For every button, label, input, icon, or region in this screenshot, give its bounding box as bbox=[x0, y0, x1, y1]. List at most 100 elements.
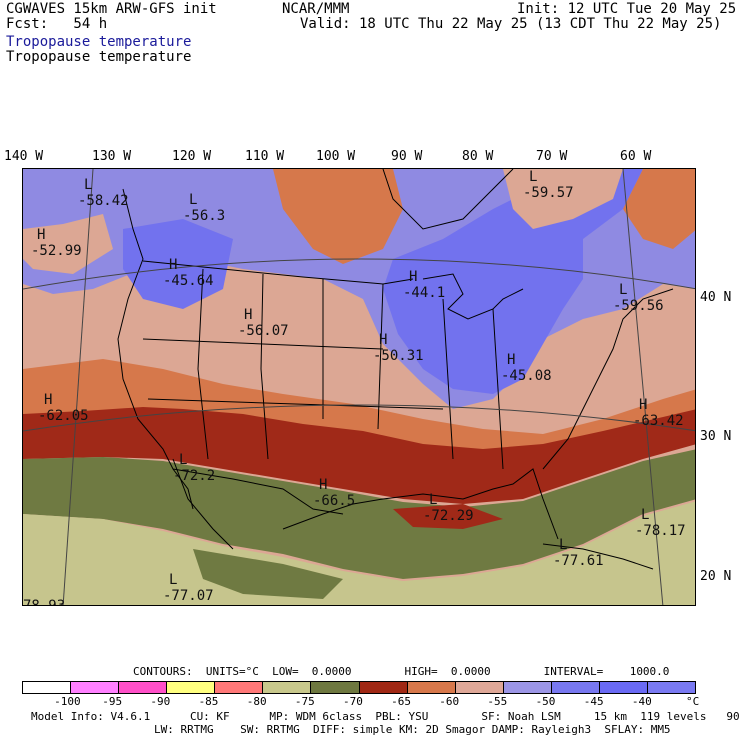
contours-info: CONTOURS: UNITS=°C LOW= 0.0000 HIGH= 0.0… bbox=[133, 665, 670, 678]
center-label: NCAR/MMM bbox=[282, 1, 350, 17]
state-line bbox=[442, 298, 454, 460]
colorbar bbox=[22, 681, 696, 694]
extremum-value: -78.17 bbox=[635, 523, 686, 539]
model-info: Model Info: V4.6.1 CU: KF MP: WDM 6class… bbox=[31, 710, 740, 723]
colorbar-tick-label: -60 bbox=[439, 695, 460, 708]
border-mexico bbox=[172, 468, 344, 515]
field-fill-blue bbox=[383, 169, 643, 394]
coastline-gulf bbox=[282, 468, 559, 540]
coastline-east bbox=[542, 288, 674, 470]
extremum-value: -59.57 bbox=[523, 185, 574, 201]
lat-line bbox=[23, 404, 695, 432]
field-title-secondary: Tropopause temperature bbox=[6, 49, 192, 65]
low-marker: L bbox=[179, 452, 187, 468]
physics-info: LW: RRTMG SW: RRTMG DIFF: simple KM: 2D … bbox=[154, 723, 671, 736]
lat-label: 20 N bbox=[700, 569, 732, 584]
colorbar-segment bbox=[359, 682, 408, 693]
extremum-value: -77.61 bbox=[553, 553, 604, 569]
high-marker: H bbox=[44, 392, 52, 408]
high-marker: H bbox=[319, 477, 327, 493]
field-fill-olive-blotch bbox=[193, 549, 343, 599]
colorbar-segment bbox=[263, 682, 312, 693]
high-marker: H bbox=[37, 227, 45, 243]
forecast-hour: Fcst: 54 h bbox=[6, 16, 108, 32]
extremum-value: -50.31 bbox=[373, 348, 424, 364]
colorbar-segment bbox=[23, 682, 72, 693]
lon-label: 60 W bbox=[620, 149, 652, 164]
high-marker: H bbox=[507, 352, 515, 368]
extremum-value: -45.64 bbox=[163, 273, 214, 289]
great-lakes bbox=[422, 273, 524, 320]
colorbar-tick-label: -65 bbox=[391, 695, 412, 708]
colorbar-segment bbox=[648, 682, 696, 693]
extremum-value: -72.29 bbox=[423, 508, 474, 524]
lon-label: 90 W bbox=[391, 149, 423, 164]
low-marker: L bbox=[641, 507, 649, 523]
extremum-value: -63.42 bbox=[633, 413, 684, 429]
extremum-value: -62.05 bbox=[38, 408, 89, 424]
lon-label: 80 W bbox=[462, 149, 494, 164]
low-marker: L bbox=[169, 572, 177, 588]
colorbar-segment bbox=[551, 682, 600, 693]
coastline-baja bbox=[172, 458, 234, 550]
high-marker: H bbox=[244, 307, 252, 323]
colorbar-segment bbox=[599, 682, 649, 693]
extremum-value: -77.07 bbox=[163, 588, 214, 604]
lon-line bbox=[62, 169, 94, 605]
coastline-west bbox=[117, 188, 194, 510]
extremum-value: -56.07 bbox=[238, 323, 289, 339]
extremum-value: -44.1 bbox=[403, 285, 445, 301]
extremum-value: -52.99 bbox=[31, 243, 82, 259]
valid-time: Valid: 18 UTC Thu 22 May 25 (13 CDT Thu … bbox=[300, 16, 722, 32]
lon-label: 140 W bbox=[4, 149, 44, 164]
init-time: Init: 12 UTC Tue 20 May 25 bbox=[517, 1, 737, 17]
colorbar-tick-label: -55 bbox=[487, 695, 508, 708]
field-fill-orange-ne bbox=[623, 169, 695, 249]
state-line bbox=[260, 273, 269, 460]
colorbar-segment bbox=[119, 682, 168, 693]
field-fill-salmon-ne bbox=[503, 169, 623, 229]
lon-label: 120 W bbox=[172, 149, 212, 164]
low-marker: L bbox=[84, 177, 92, 193]
field-fill-orange-plains bbox=[273, 169, 403, 264]
low-marker: L bbox=[619, 282, 627, 298]
colorbar-tick-label: -80 bbox=[246, 695, 267, 708]
colorbar-tick-label: -50 bbox=[535, 695, 556, 708]
extremum-value: -72.2 bbox=[173, 468, 215, 484]
colorbar-tick-label: -70 bbox=[343, 695, 363, 708]
low-marker: L bbox=[559, 537, 567, 553]
colorbar-segment bbox=[167, 682, 216, 693]
colorbar-tick-label: -95 bbox=[102, 695, 123, 708]
lat-line bbox=[23, 258, 695, 290]
colorbar-tick-label: -100 bbox=[54, 695, 81, 708]
extremum-value: -66.5 bbox=[313, 493, 355, 509]
field-fill-red-blotch bbox=[393, 504, 503, 529]
lat-label: 30 N bbox=[700, 429, 732, 444]
lon-label: 100 W bbox=[316, 149, 356, 164]
state-line bbox=[197, 268, 209, 460]
lat-label: 40 N bbox=[700, 290, 732, 305]
lon-label: 130 W bbox=[92, 149, 132, 164]
colorbar-segment bbox=[311, 682, 360, 693]
field-fill-orange-sw bbox=[23, 359, 695, 474]
colorbar-segment bbox=[215, 682, 264, 693]
colorbar-segment bbox=[407, 682, 456, 693]
map-lines bbox=[23, 169, 695, 605]
low-marker: L bbox=[529, 169, 537, 185]
lon-label: 110 W bbox=[245, 149, 285, 164]
field-fill-olive bbox=[23, 449, 695, 579]
low-marker: L bbox=[189, 192, 197, 208]
colorbar-tick-label: °C bbox=[686, 695, 700, 708]
extremum-value: -59.56 bbox=[613, 298, 664, 314]
model-title: CGWAVES 15km ARW-GFS init bbox=[6, 1, 217, 17]
lon-line bbox=[622, 169, 664, 605]
tropopause-temperature-map: H -52.99 L -58.42 L -56.3 H -45.64 H -56.07 H -50.3… bbox=[22, 168, 696, 606]
field-fill-khaki bbox=[23, 501, 695, 605]
colorbar-tick-label: -90 bbox=[150, 695, 171, 708]
extremum-value: -56.3 bbox=[183, 208, 225, 224]
field-title-primary: Tropopause temperature bbox=[6, 34, 192, 50]
colorbar-tick-label: -85 bbox=[198, 695, 219, 708]
coastline-cuba bbox=[542, 543, 654, 570]
extrema-layer: H-52.99L-58.42 L-56.3H-45.64H-56.07H-50.3… bbox=[23, 169, 686, 605]
state-line bbox=[492, 308, 504, 470]
